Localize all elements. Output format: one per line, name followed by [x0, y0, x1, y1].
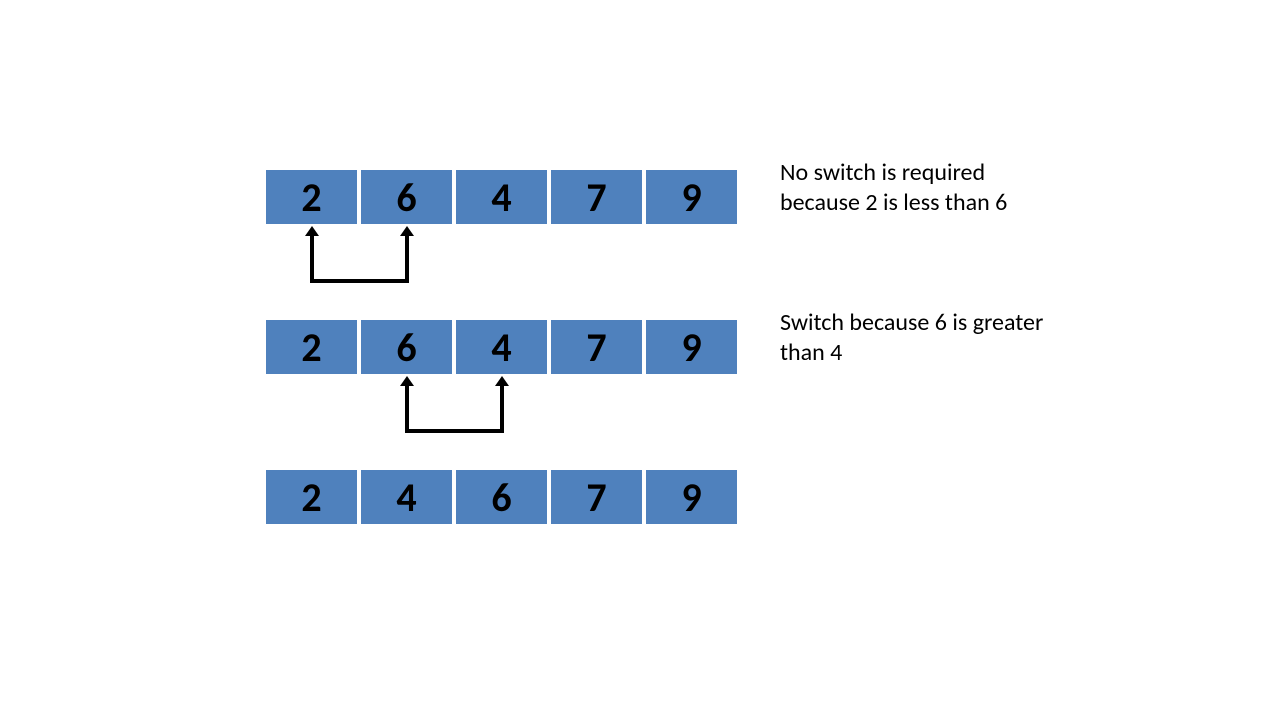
array-cell: 9 — [644, 468, 739, 526]
array-row-2: 2 6 4 7 9 — [264, 318, 739, 376]
caption-line-1: No switch is required — [780, 158, 985, 187]
swap-connector-1 — [298, 224, 421, 293]
array-cell: 2 — [264, 168, 359, 226]
array-cell: 2 — [264, 468, 359, 526]
array-cell: 4 — [454, 318, 549, 376]
array-cell: 7 — [549, 318, 644, 376]
caption-line-2: than 4 — [780, 338, 842, 367]
array-cell: 7 — [549, 168, 644, 226]
array-cell: 9 — [644, 318, 739, 376]
array-cell: 6 — [454, 468, 549, 526]
caption-row-2: Switch because 6 is greater than 4 — [780, 308, 1043, 368]
caption-row-1: No switch is required because 2 is less … — [780, 158, 1007, 218]
caption-line-1: Switch because 6 is greater — [780, 308, 1043, 337]
caption-line-2: because 2 is less than 6 — [780, 188, 1007, 217]
array-cell: 7 — [549, 468, 644, 526]
array-cell: 9 — [644, 168, 739, 226]
array-cell: 4 — [454, 168, 549, 226]
array-row-3: 2 4 6 7 9 — [264, 468, 739, 526]
array-cell: 6 — [359, 318, 454, 376]
array-cell: 2 — [264, 318, 359, 376]
array-row-1: 2 6 4 7 9 — [264, 168, 739, 226]
swap-connector-2 — [393, 374, 516, 443]
array-cell: 4 — [359, 468, 454, 526]
array-cell: 6 — [359, 168, 454, 226]
